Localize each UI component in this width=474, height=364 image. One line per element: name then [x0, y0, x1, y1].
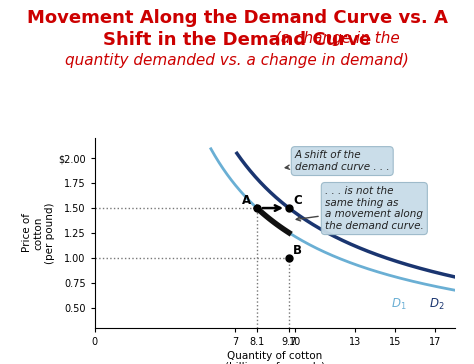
Text: (a change in the: (a change in the — [74, 31, 400, 46]
Y-axis label: Price of
cotton
(per pound): Price of cotton (per pound) — [22, 202, 55, 264]
Text: $D_2$: $D_2$ — [429, 297, 445, 312]
Text: Shift in the Demand Curve: Shift in the Demand Curve — [103, 31, 371, 49]
Text: C: C — [293, 194, 301, 207]
X-axis label: Quantity of cotton
(billions of pounds): Quantity of cotton (billions of pounds) — [225, 351, 325, 364]
Text: Movement Along the Demand Curve vs. A: Movement Along the Demand Curve vs. A — [27, 9, 447, 27]
Text: quantity demanded vs. a change in demand): quantity demanded vs. a change in demand… — [65, 53, 409, 68]
Text: B: B — [293, 244, 302, 257]
Text: . . . is not the
same thing as
a movement along
the demand curve.: . . . is not the same thing as a movemen… — [296, 186, 424, 231]
Text: $D_1$: $D_1$ — [391, 297, 407, 312]
Text: A: A — [242, 194, 251, 207]
Text: A shift of the
demand curve . . .: A shift of the demand curve . . . — [285, 150, 390, 172]
